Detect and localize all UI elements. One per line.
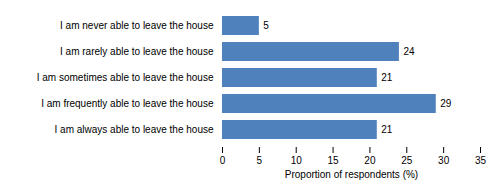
svg-text:5: 5 — [263, 20, 269, 31]
svg-text:30: 30 — [438, 155, 450, 166]
svg-text:I am never able to leave the h: I am never able to leave the house — [60, 20, 214, 31]
svg-text:I am sometimes able to leave t: I am sometimes able to leave the house — [37, 72, 214, 83]
svg-text:5: 5 — [257, 155, 263, 166]
svg-text:21: 21 — [381, 124, 393, 135]
svg-text:I am always able to leave the: I am always able to leave the house — [55, 124, 214, 135]
svg-text:24: 24 — [403, 46, 415, 57]
svg-text:25: 25 — [401, 155, 413, 166]
svg-text:35: 35 — [475, 155, 487, 166]
svg-text:20: 20 — [364, 155, 376, 166]
svg-text:Proportion of respondents (%): Proportion of respondents (%) — [285, 169, 418, 180]
svg-text:21: 21 — [381, 72, 393, 83]
svg-text:0: 0 — [220, 155, 226, 166]
svg-text:29: 29 — [440, 98, 452, 109]
svg-text:15: 15 — [328, 155, 340, 166]
svg-text:I am frequently able to leave: I am frequently able to leave the house — [41, 98, 214, 109]
svg-text:10: 10 — [291, 155, 303, 166]
svg-text:I am rarely able to leave the: I am rarely able to leave the house — [60, 46, 214, 57]
